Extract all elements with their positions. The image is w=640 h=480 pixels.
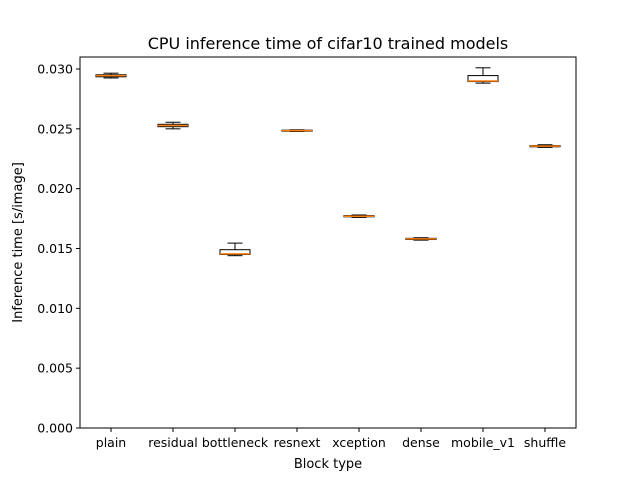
chart-title: CPU inference time of cifar10 trained mo…	[148, 34, 509, 53]
box-xception	[343, 214, 375, 218]
plot-area-frame	[79, 56, 577, 429]
box-dense	[405, 237, 437, 241]
y-tick-label: 0.020	[37, 181, 73, 196]
x-tick-label-residual: residual	[148, 435, 198, 450]
box-plain	[95, 72, 127, 79]
y-tick-label: 0.025	[37, 121, 73, 136]
y-tick-label: 0.015	[37, 241, 73, 256]
y-tick-label: 0.000	[37, 421, 73, 436]
box-bottleneck	[219, 242, 251, 257]
box-resnext	[281, 129, 313, 132]
x-tick-label-bottleneck: bottleneck	[202, 435, 269, 450]
x-tick-label-xception: xception	[332, 435, 386, 450]
boxes	[95, 67, 561, 257]
y-tick-label: 0.010	[37, 301, 73, 316]
x-tick-label-mobile_v1: mobile_v1	[451, 435, 515, 450]
x-tick-label-dense: dense	[402, 435, 440, 450]
box-residual	[157, 121, 189, 130]
x-axis: plain residual bottleneck resnext xception de…	[96, 428, 566, 450]
x-tick-label-resnext: resnext	[274, 435, 321, 450]
y-axis-label: Inference time [s/image]	[11, 162, 26, 323]
box-shuffle	[529, 144, 561, 148]
y-axis: 0.000 0.005 0.010 0.015 0.020 0.025 0.030	[37, 62, 80, 436]
box-mobile_v1	[467, 67, 499, 84]
x-tick-label-plain: plain	[96, 435, 126, 450]
x-axis-label: Block type	[294, 457, 362, 472]
y-tick-label: 0.030	[37, 62, 73, 77]
y-tick-label: 0.005	[37, 361, 73, 376]
x-tick-label-shuffle: shuffle	[524, 435, 566, 450]
